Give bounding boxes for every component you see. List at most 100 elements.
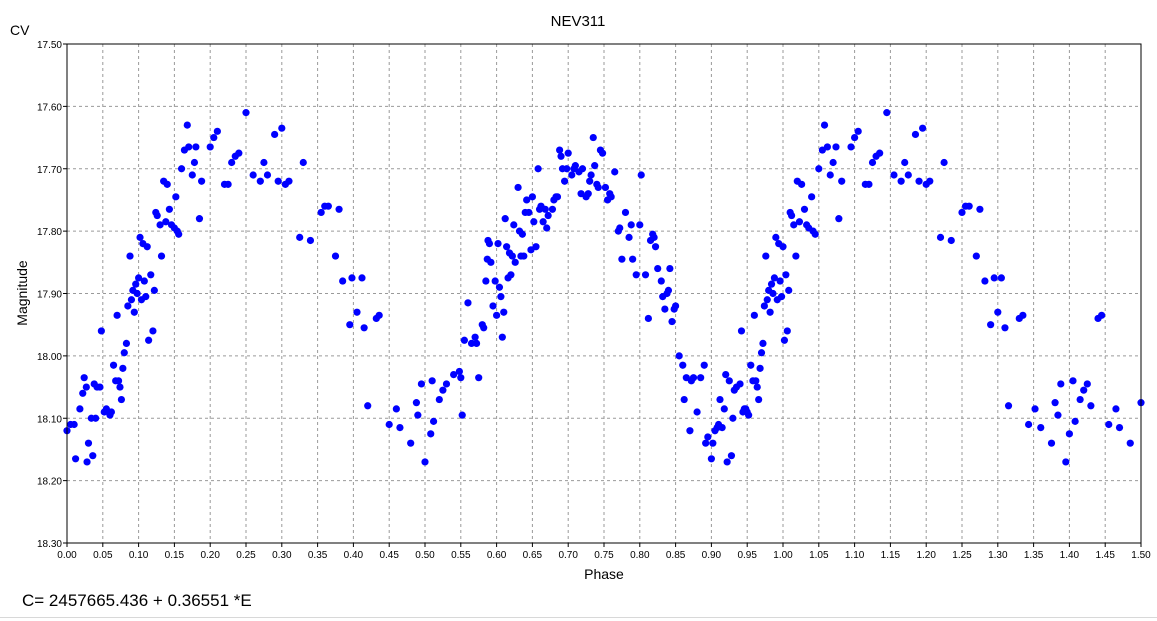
data-point [769,289,777,298]
x-tick-label: 0.10 [129,550,149,561]
data-point [541,205,549,213]
data-point [563,165,571,173]
data-point [759,339,767,347]
data-point [693,408,701,416]
data-point [965,202,973,210]
data-point [260,158,268,167]
data-point [720,405,728,413]
data-point [823,143,831,151]
x-tick-label: 1.40 [1060,550,1080,561]
data-point [364,402,372,410]
data-point [958,208,966,217]
data-point [89,452,97,460]
data-point [808,193,816,201]
data-point [1069,377,1077,385]
data-point [1065,430,1073,438]
data-point [76,405,84,413]
data-point [680,395,688,404]
data-point [651,243,660,251]
data-point [165,205,173,213]
data-point [1031,405,1039,413]
data-point [1112,405,1120,413]
data-point [820,121,829,129]
x-axis-ticks: 0.00 0.05 0.10 0.15 0.20 0.25 0.30 0.35 0.40 0.45… [57,543,1151,561]
data-point [296,233,304,241]
data-point [598,149,607,157]
y-tick-label: 18.30 [37,539,62,550]
data-point [1115,424,1124,432]
data-point [772,233,780,241]
x-axis-label: Phase [584,566,624,582]
data-point [571,162,579,170]
data-point [84,439,93,447]
data-point [664,286,673,294]
data-points [63,109,1145,466]
data-point [594,183,602,192]
data-point [188,171,196,179]
data-point [629,255,637,263]
data-point [847,143,855,151]
data-point [475,374,483,382]
data-point [679,361,687,369]
data-point [113,311,121,319]
y-axis-ticks: 17.50 17.60 17.70 17.80 17.90 18.00 18.10 18.20… [37,40,67,550]
data-point [1019,311,1027,319]
data-point [543,224,551,232]
data-point [242,109,250,117]
data-point [584,190,592,198]
data-point [249,171,257,179]
data-point [782,271,790,279]
data-point [256,177,264,185]
x-tick-label: 0.55 [451,550,471,561]
data-point [926,177,934,185]
data-point [96,383,104,391]
data-point [940,158,948,167]
data-point [725,377,733,385]
data-point [235,149,243,157]
data-point [621,208,630,217]
data-point [460,336,468,344]
data-point [607,193,615,201]
x-tick-label: 0.50 [415,550,435,561]
data-point [990,274,998,282]
data-point [428,377,436,385]
data-point [745,411,753,419]
data-point [779,243,787,251]
data-point [127,296,136,304]
data-point [385,420,393,429]
data-point [1087,402,1095,410]
data-point [414,411,422,419]
data-point [661,305,669,313]
data-point [1004,402,1013,410]
data-point [637,171,645,179]
data-point [1105,420,1113,429]
data-point [124,302,132,310]
x-tick-label: 0.40 [344,550,364,561]
data-point [511,258,519,266]
data-point [904,171,912,179]
x-tick-label: 0.20 [200,550,220,561]
data-point [464,299,472,307]
data-point [107,408,115,416]
data-point [213,127,221,135]
x-tick-label: 0.15 [165,550,185,561]
data-point [528,193,537,201]
data-point [625,233,633,241]
data-point [117,395,126,404]
data-point [163,180,171,188]
data-point [145,336,153,344]
data-point [718,424,726,432]
data-point [458,411,466,419]
data-point [763,296,771,304]
data-point [723,458,731,466]
data-point [668,317,676,326]
data-point [497,293,505,301]
data-point [271,130,279,139]
data-point [729,414,737,422]
data-point [1076,395,1084,404]
data-point [787,211,796,220]
data-point [153,211,161,220]
data-point [578,165,587,173]
data-point [457,374,465,382]
data-point [544,211,552,220]
